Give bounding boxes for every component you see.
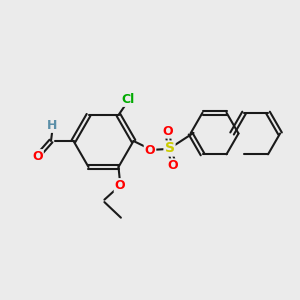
Text: H: H <box>47 119 58 132</box>
Text: O: O <box>145 143 155 157</box>
Text: O: O <box>168 159 178 172</box>
Text: O: O <box>115 179 125 192</box>
Text: O: O <box>163 124 173 138</box>
Text: Cl: Cl <box>121 93 134 106</box>
Text: S: S <box>164 142 175 155</box>
Text: O: O <box>32 150 43 163</box>
